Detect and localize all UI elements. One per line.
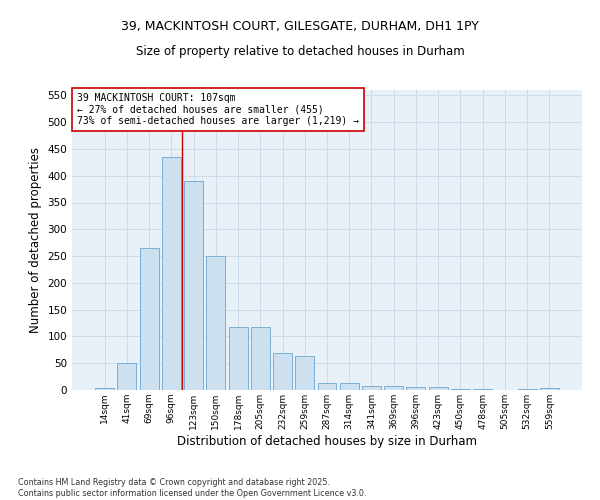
Text: Size of property relative to detached houses in Durham: Size of property relative to detached ho…	[136, 45, 464, 58]
Text: Contains HM Land Registry data © Crown copyright and database right 2025.
Contai: Contains HM Land Registry data © Crown c…	[18, 478, 367, 498]
Bar	[206, 256, 225, 390]
Text: 39 MACKINTOSH COURT: 107sqm
← 27% of detached houses are smaller (455)
73% of se: 39 MACKINTOSH COURT: 107sqm ← 27% of det…	[77, 93, 359, 126]
Bar	[451, 389, 470, 390]
Bar	[295, 356, 314, 390]
Text: 39, MACKINTOSH COURT, GILESGATE, DURHAM, DH1 1PY: 39, MACKINTOSH COURT, GILESGATE, DURHAM,…	[121, 20, 479, 33]
Bar	[540, 388, 559, 390]
Bar	[95, 388, 114, 390]
X-axis label: Distribution of detached houses by size in Durham: Distribution of detached houses by size …	[177, 434, 477, 448]
Bar	[251, 328, 270, 390]
Bar	[317, 383, 337, 390]
Bar	[406, 387, 425, 390]
Bar	[118, 362, 136, 390]
Bar	[162, 157, 181, 390]
Bar	[229, 328, 248, 390]
Bar	[362, 386, 381, 390]
Y-axis label: Number of detached properties: Number of detached properties	[29, 147, 42, 333]
Bar	[184, 181, 203, 390]
Bar	[140, 248, 158, 390]
Bar	[273, 352, 292, 390]
Bar	[340, 383, 359, 390]
Bar	[384, 386, 403, 390]
Bar	[429, 388, 448, 390]
